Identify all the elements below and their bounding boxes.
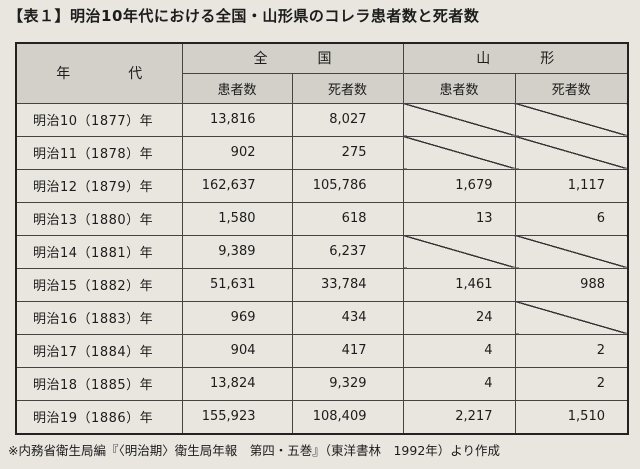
era-cell: 明治18（1885）年 <box>15 366 183 401</box>
national-patients-cell: 162,637 <box>181 168 293 203</box>
yamagata-patients-cell <box>402 234 516 269</box>
yamagata-patients-cell: 4 <box>402 366 516 401</box>
source-note: ※内務省衛生局編『〈明治期〉衛生局年報 第四・五巻』（東洋書林 1992年）より… <box>8 443 501 458</box>
national-deaths-cell: 9,329 <box>291 366 404 401</box>
national-deaths-cell: 105,786 <box>291 168 404 203</box>
national-patients-cell: 904 <box>181 333 293 368</box>
table-row: 明治15（1882）年 51,631 33,784 1,461 988 <box>15 267 629 302</box>
era-cell: 明治16（1883）年 <box>15 300 183 335</box>
cholera-table: 年 代 全 国 山 形 患者数 死者数 患者数 死者数 明治10（1877）年 1… <box>15 42 629 435</box>
table-row: 明治17（1884）年 904 417 4 2 <box>15 333 629 368</box>
yamagata-deaths-cell: 1,510 <box>514 399 629 435</box>
era-cell: 明治14（1881）年 <box>15 234 183 269</box>
national-patients-cell: 155,923 <box>181 399 293 435</box>
table-row: 明治19（1886）年 155,923 108,409 2,217 1,510 <box>15 399 629 435</box>
table-row: 明治10（1877）年 13,816 8,027 <box>15 102 629 137</box>
era-cell: 明治15（1882）年 <box>15 267 183 302</box>
era-cell: 明治12（1879）年 <box>15 168 183 203</box>
yamagata-deaths-cell: 2 <box>514 333 629 368</box>
table-title: 【表１】明治10年代における全国・山形県のコレラ患者数と死者数 <box>8 7 480 25</box>
era-cell: 明治10（1877）年 <box>15 102 183 137</box>
yamagata-patients-cell: 13 <box>402 201 516 236</box>
table-row: 明治14（1881）年 9,389 6,237 <box>15 234 629 269</box>
national-patients-cell: 13,816 <box>181 102 293 137</box>
national-deaths-cell: 417 <box>291 333 404 368</box>
table-body: 明治10（1877）年 13,816 8,027 明治11（1878）年 902 275 明… <box>15 102 629 435</box>
yamagata-patients-cell: 1,461 <box>402 267 516 302</box>
national-patients-cell: 969 <box>181 300 293 335</box>
national-deaths-cell: 434 <box>291 300 404 335</box>
yamagata-deaths-cell <box>514 102 629 137</box>
yamagata-deaths-cell <box>514 135 629 170</box>
year-column-header: 年 代 <box>15 42 183 104</box>
national-patients-cell: 51,631 <box>181 267 293 302</box>
yamagata-deaths-header: 死者数 <box>514 72 629 104</box>
national-patients-cell: 9,389 <box>181 234 293 269</box>
national-deaths-cell: 8,027 <box>291 102 404 137</box>
table-row: 明治18（1885）年 13,824 9,329 4 2 <box>15 366 629 401</box>
yamagata-patients-header: 患者数 <box>402 72 516 104</box>
national-patients-cell: 13,824 <box>181 366 293 401</box>
yamagata-patients-cell: 2,217 <box>402 399 516 435</box>
era-cell: 明治19（1886）年 <box>15 399 183 435</box>
yamagata-deaths-cell: 988 <box>514 267 629 302</box>
yamagata-patients-cell: 1,679 <box>402 168 516 203</box>
national-deaths-cell: 108,409 <box>291 399 404 435</box>
era-cell: 明治17（1884）年 <box>15 333 183 368</box>
yamagata-patients-cell <box>402 135 516 170</box>
yamagata-deaths-cell <box>514 300 629 335</box>
yamagata-deaths-cell: 2 <box>514 366 629 401</box>
national-deaths-cell: 275 <box>291 135 404 170</box>
yamagata-patients-cell: 24 <box>402 300 516 335</box>
yamagata-group-header: 山 形 <box>402 42 629 74</box>
yamagata-patients-cell: 4 <box>402 333 516 368</box>
table-row: 明治12（1879）年 162,637 105,786 1,679 1,117 <box>15 168 629 203</box>
national-deaths-cell: 618 <box>291 201 404 236</box>
national-deaths-cell: 33,784 <box>291 267 404 302</box>
table-row: 明治16（1883）年 969 434 24 <box>15 300 629 335</box>
yamagata-deaths-cell: 6 <box>514 201 629 236</box>
national-deaths-cell: 6,237 <box>291 234 404 269</box>
national-patients-cell: 1,580 <box>181 201 293 236</box>
table-row: 明治11（1878）年 902 275 <box>15 135 629 170</box>
national-patients-cell: 902 <box>181 135 293 170</box>
yamagata-deaths-cell: 1,117 <box>514 168 629 203</box>
table-row: 明治13（1880）年 1,580 618 13 6 <box>15 201 629 236</box>
national-group-header: 全 国 <box>181 42 404 74</box>
national-deaths-header: 死者数 <box>291 72 404 104</box>
national-patients-header: 患者数 <box>181 72 293 104</box>
era-cell: 明治11（1878）年 <box>15 135 183 170</box>
yamagata-deaths-cell <box>514 234 629 269</box>
yamagata-patients-cell <box>402 102 516 137</box>
era-cell: 明治13（1880）年 <box>15 201 183 236</box>
